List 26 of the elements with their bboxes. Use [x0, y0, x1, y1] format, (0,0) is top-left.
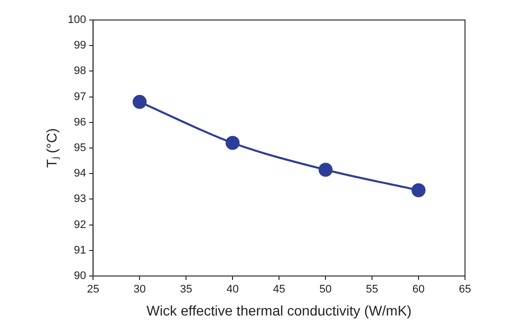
x-tick-label: 25	[87, 284, 100, 296]
x-tick-label: 50	[319, 284, 332, 296]
x-tick-label: 35	[180, 284, 192, 296]
y-tick-label: 93	[74, 193, 86, 206]
x-tick-label: 45	[272, 284, 286, 296]
y-tick-label: 96	[74, 116, 86, 128]
y-tick-label: 95	[74, 142, 86, 154]
y-tick-label: 98	[74, 65, 86, 78]
point	[318, 162, 333, 177]
x-tick-label: 55	[366, 284, 378, 296]
x-tick-label: 65	[458, 284, 472, 296]
y-tick-label: 90	[74, 270, 86, 282]
x-tick-label: 40	[226, 284, 239, 296]
y-tick-label: 92	[74, 218, 86, 231]
y-axis-title: Tⱼ (°C)	[43, 128, 60, 168]
y-tick-label: 99	[74, 40, 86, 52]
y-tick-label: 94	[74, 168, 86, 180]
point	[412, 183, 426, 198]
x-axis-title: Wick effective thermal conductivity (W/mK)	[146, 302, 412, 318]
point	[132, 94, 147, 109]
y-tick-label: 100	[68, 14, 86, 26]
y-tick-label: 97	[74, 90, 86, 103]
point	[226, 136, 240, 150]
y-tick-label: 91	[74, 244, 86, 256]
x-tick-label: 60	[412, 284, 425, 296]
x-tick-label: 30	[134, 284, 146, 296]
